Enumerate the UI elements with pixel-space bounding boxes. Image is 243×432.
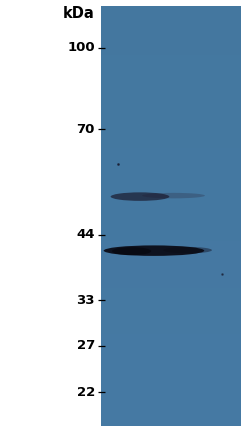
Text: 100: 100 — [67, 41, 95, 54]
Ellipse shape — [104, 245, 204, 256]
Ellipse shape — [163, 247, 212, 254]
Text: 33: 33 — [76, 293, 95, 306]
Ellipse shape — [142, 193, 205, 198]
Text: kDa: kDa — [63, 6, 95, 21]
Ellipse shape — [111, 192, 169, 201]
Text: 22: 22 — [77, 386, 95, 399]
Ellipse shape — [112, 247, 151, 255]
Text: 27: 27 — [77, 339, 95, 352]
Bar — [101, 6, 241, 426]
Text: 70: 70 — [77, 123, 95, 136]
Text: 44: 44 — [76, 228, 95, 241]
